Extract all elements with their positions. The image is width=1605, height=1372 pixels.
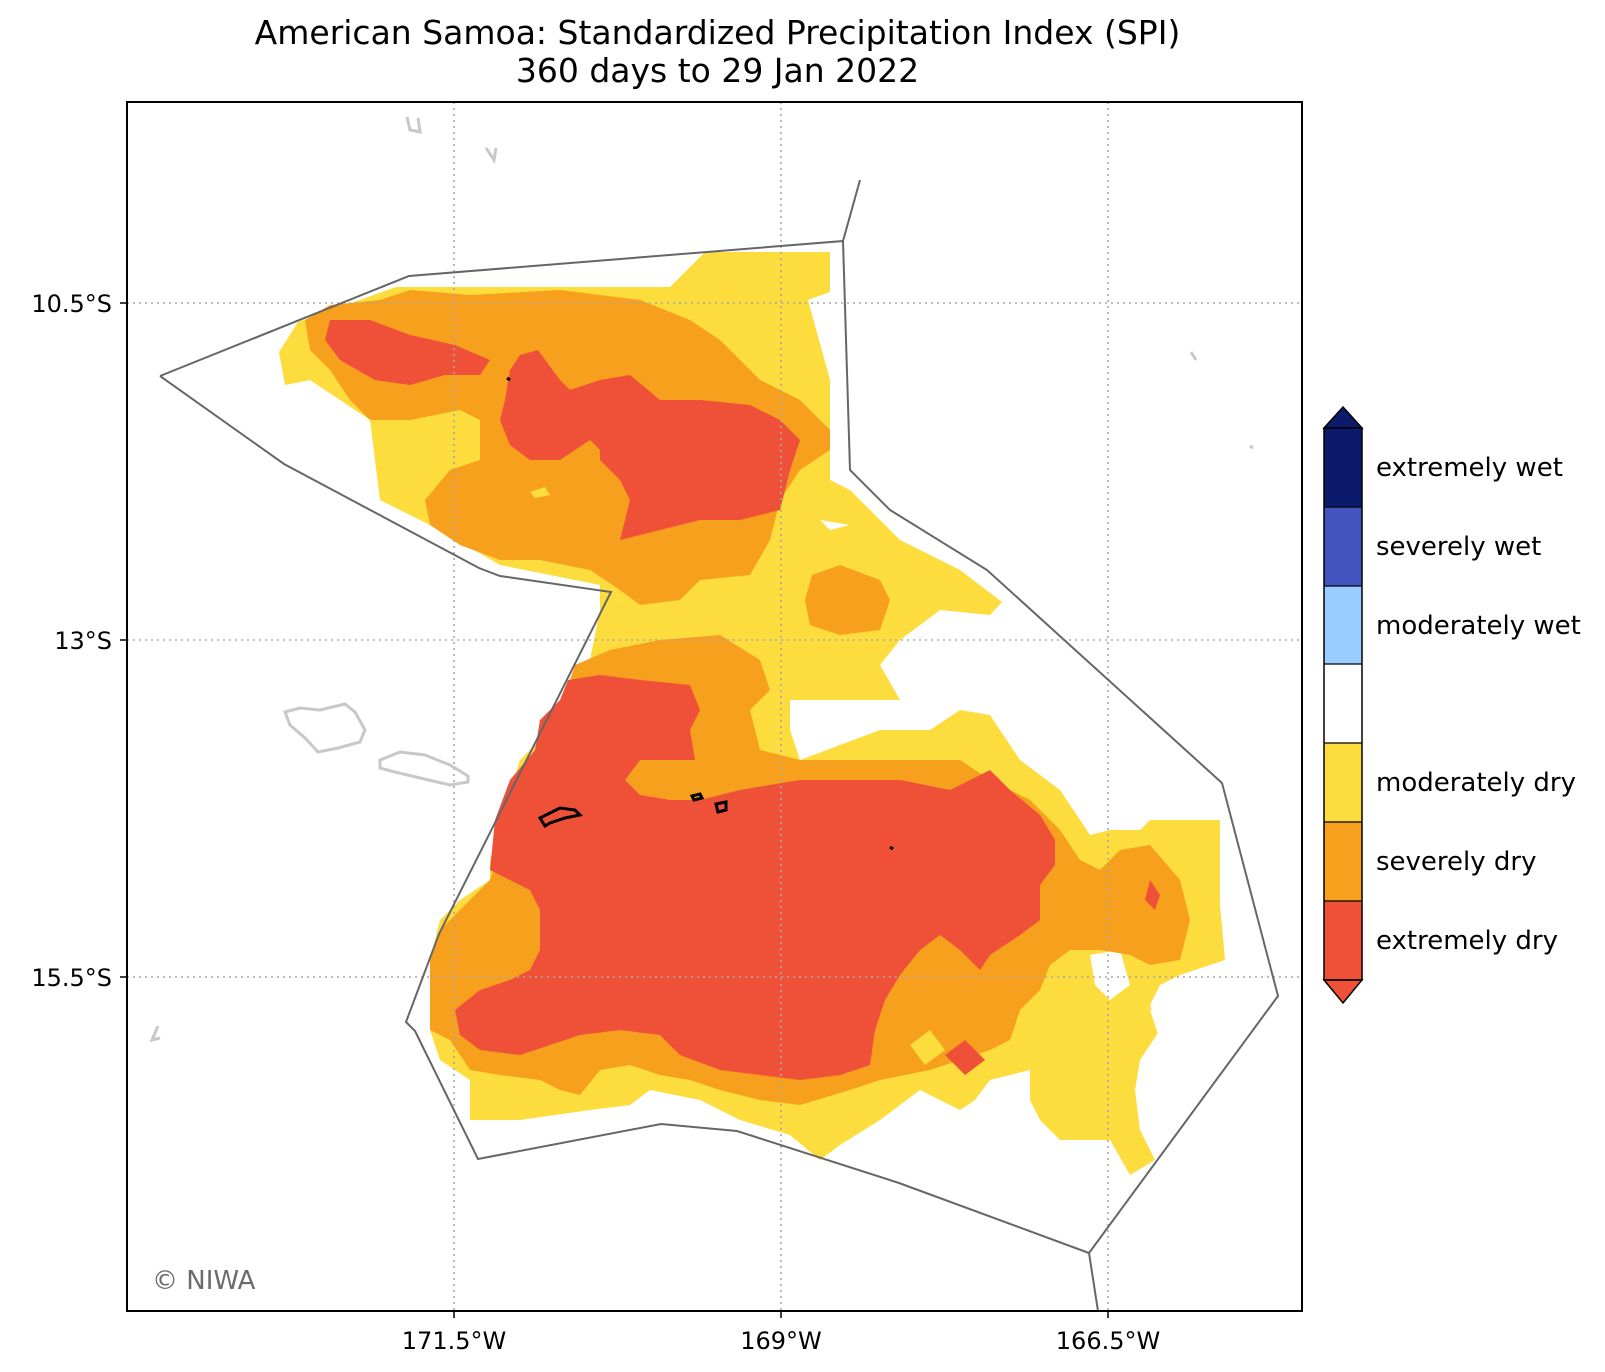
spi-severely-dry-blob [805,565,890,635]
legend-label-moderately-wet: moderately wet [1376,611,1581,641]
legend-label-moderately-dry: moderately dry [1376,768,1576,798]
legend-frame [1323,427,1363,981]
tutuila-island [537,806,584,829]
legend-swatch-severely-wet [1324,507,1362,586]
ofu-olosega-island [689,792,705,802]
legend-label-severely-wet: severely wet [1376,532,1541,562]
x-tick-label: 171.5°W [402,1327,506,1355]
spi-moderately-dry-pocket-1 [910,1030,945,1065]
spi-legend: extremely wet severely wet moderately we… [1322,405,1581,1005]
axis-ticks [120,302,1109,1318]
legend-swatch-moderately-dry [1324,743,1362,822]
swains-island [506,376,511,382]
spi-extremely-dry-north-east [500,350,800,540]
tau-island [714,800,728,814]
map-title: American Samoa: Standardized Precipitati… [0,14,1435,90]
savaii-island [283,702,367,754]
legend-label-extremely-wet: extremely wet [1376,453,1563,483]
spi-extremely-dry-main [455,675,1055,1080]
islet-north-1 [405,116,422,134]
legend-swatch-near-normal [1324,664,1362,743]
eez-boundary [159,179,1280,1311]
islet-west-1 [149,1025,161,1043]
legend-label-extremely-dry: extremely dry [1376,926,1558,956]
spi-moderately-dry-pocket-2 [530,487,550,498]
legend-dividers [1324,506,1362,902]
islet-east-2 [1249,444,1254,450]
legend-swatch-moderately-wet [1324,586,1362,664]
spi-extremely-dry-east [1145,880,1160,910]
legend-extend-top [1322,405,1364,429]
islet-north-2 [484,147,498,164]
upolu-island [378,750,470,787]
graticule [127,102,1302,1311]
american-samoa-coastline [506,376,894,851]
map-plot-area [127,102,1302,1311]
spi-near-normal-hole-2 [820,520,850,530]
plot-frame [126,101,1303,1312]
x-tick-label: 169°W [740,1327,822,1355]
title-line-2: 360 days to 29 Jan 2022 [515,51,920,90]
legend-label-severely-dry: severely dry [1376,847,1537,877]
samoa-coastline [149,116,1254,1043]
y-tick-label: 15.5°S [31,964,112,992]
spi-extremely-dry-south-east [945,1040,985,1075]
islet-east-1 [1189,351,1198,361]
spi-near-normal-hole-3 [1090,950,1130,1000]
rose-atoll [889,845,894,851]
legend-swatch-extremely-wet [1324,428,1362,507]
spi-extremely-dry-north-west [325,320,490,385]
legend-swatch-severely-dry [1324,822,1362,901]
spi-near-normal-hole-4 [1150,1000,1180,1040]
title-line-1: American Samoa: Standardized Precipitati… [254,13,1181,52]
spi-near-normal-hole-1 [790,700,900,760]
legend-swatch-extremely-dry [1324,901,1362,980]
y-tick-label: 13°S [54,627,112,655]
y-tick-label: 10.5°S [31,290,112,318]
x-tick-label: 166.5°W [1056,1327,1160,1355]
credit-label: © NIWA [152,1266,256,1296]
legend-extend-bottom [1322,979,1364,1005]
